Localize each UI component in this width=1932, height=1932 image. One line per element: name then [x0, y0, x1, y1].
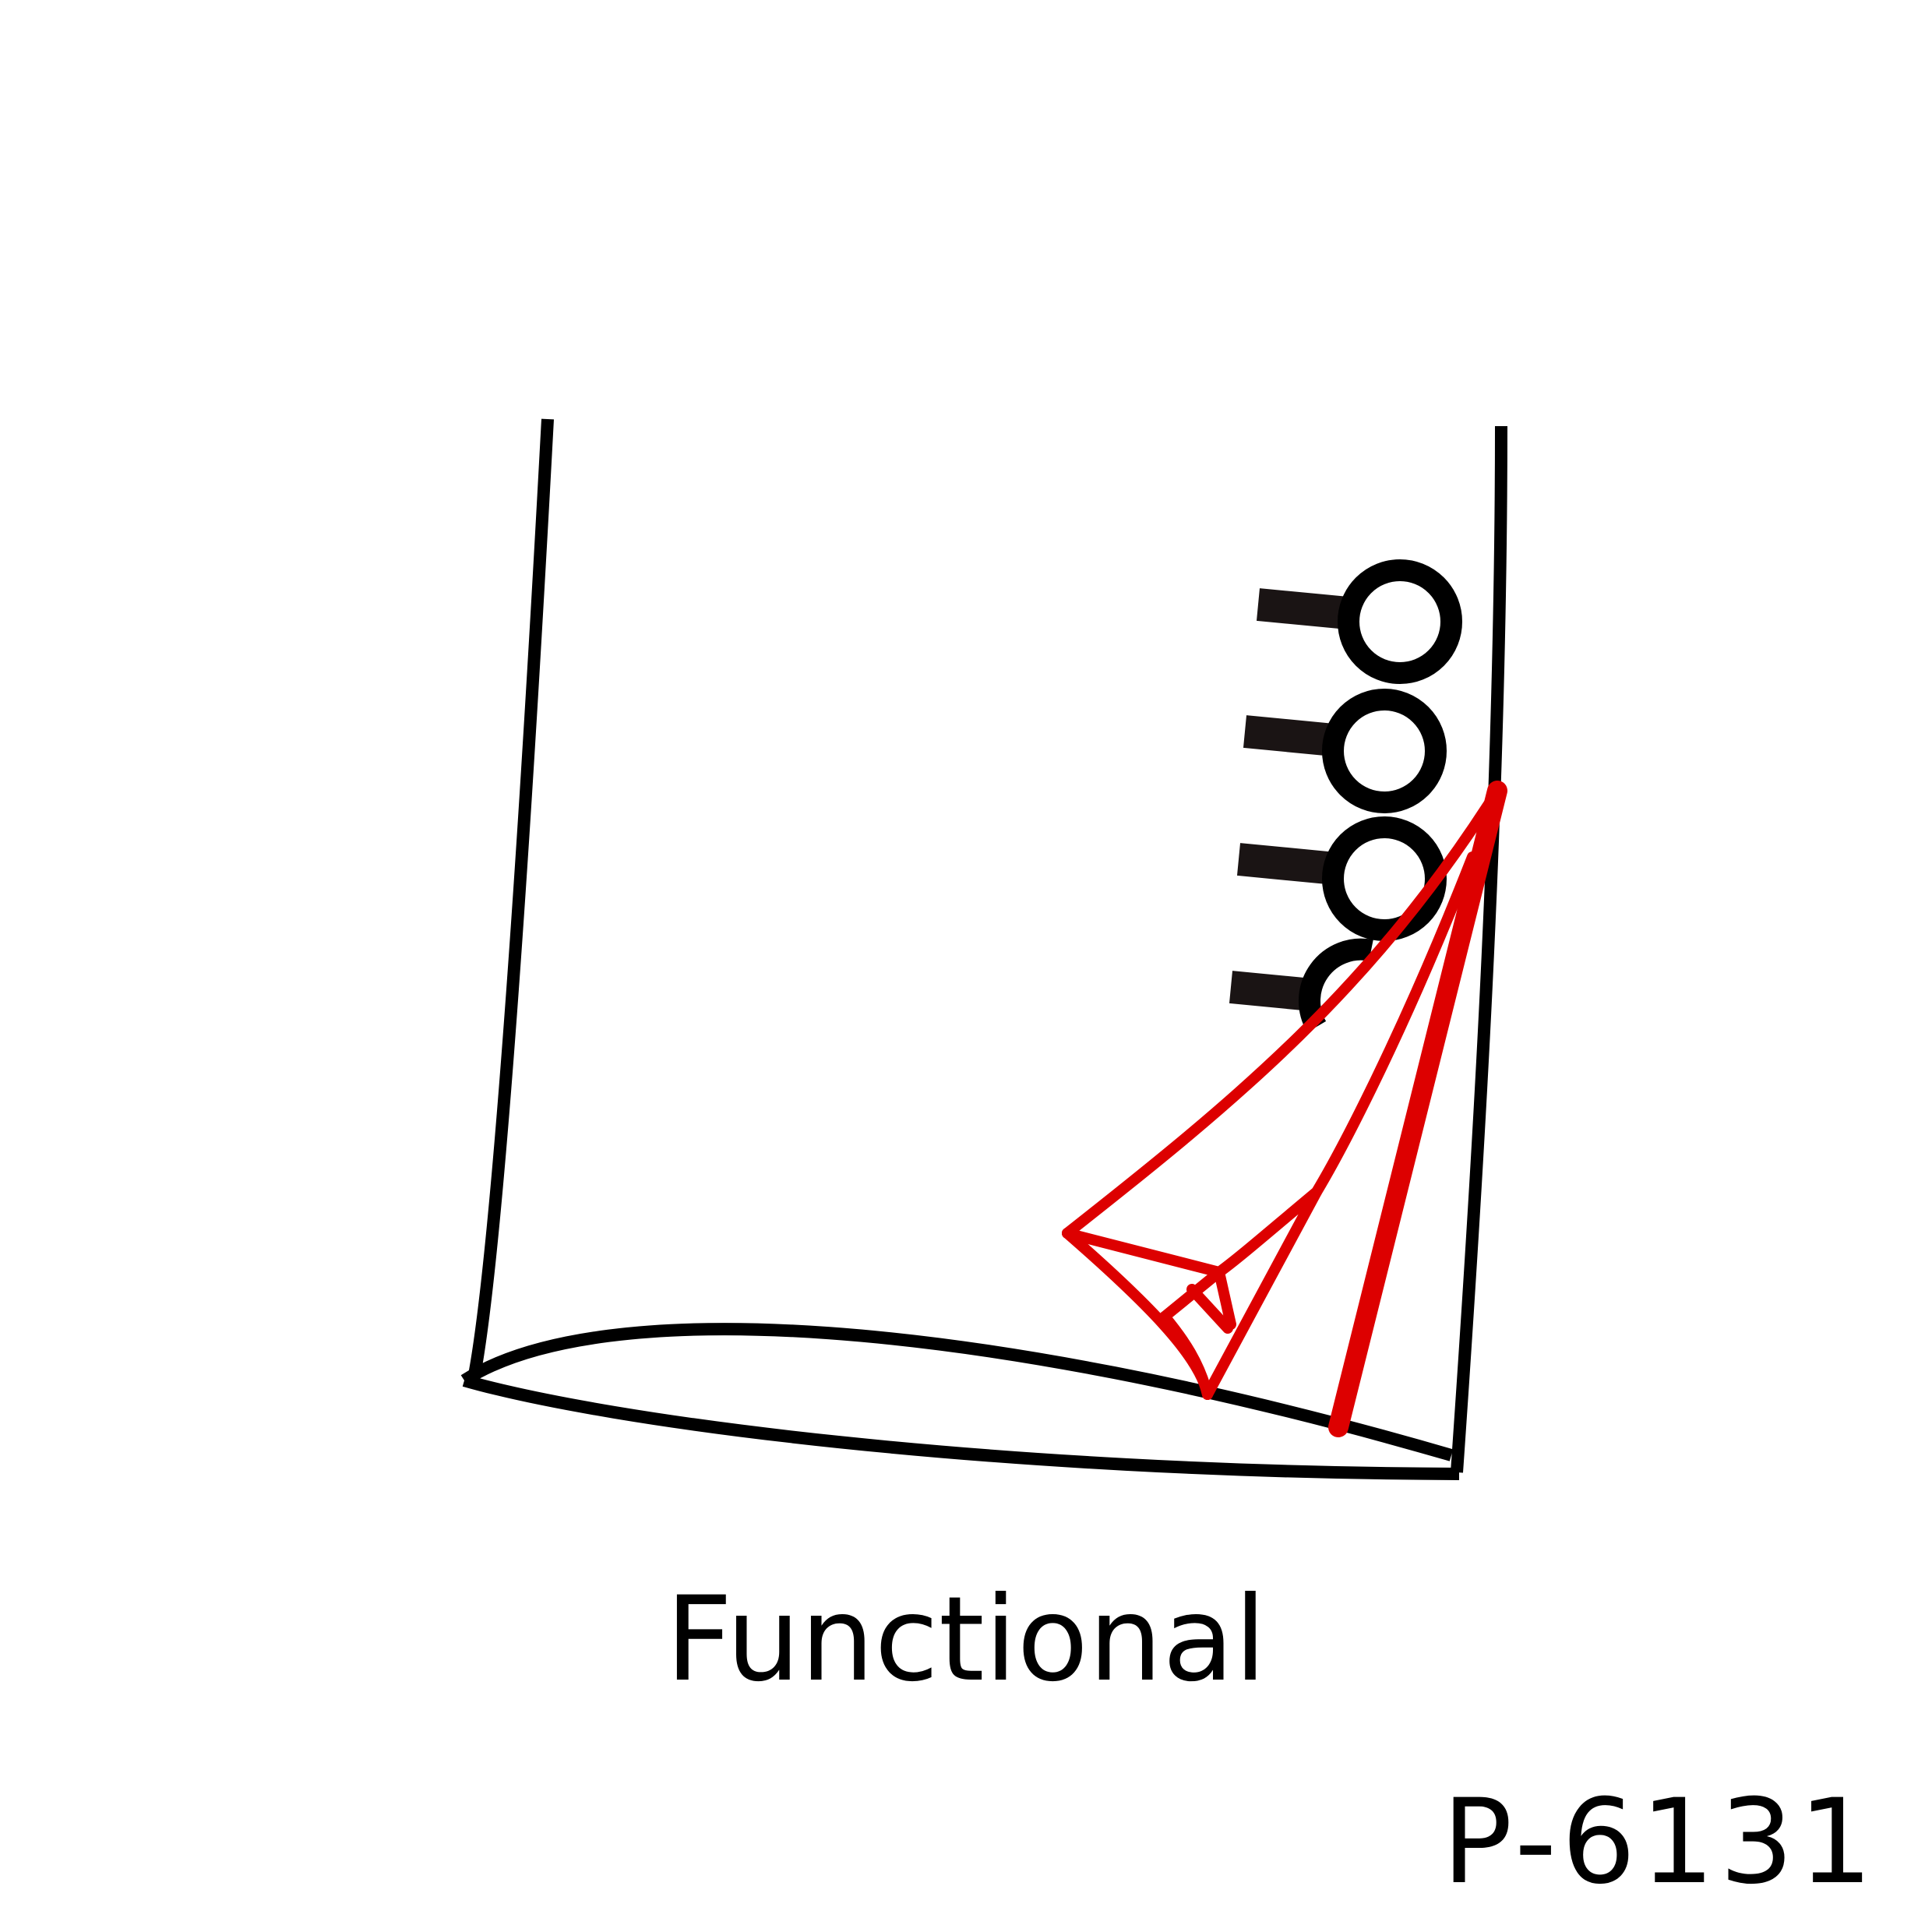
red-folded-corner-icon	[1062, 781, 1507, 1437]
sleeve-hem-front	[460, 1323, 1454, 1461]
sleeve-right-edge	[1451, 425, 1507, 1473]
buttonhole-slit-icon	[1236, 843, 1330, 884]
ring-button-icon	[1299, 938, 1373, 1033]
sleeve-hem-back	[462, 1374, 1460, 1480]
diagram-caption: Functional	[665, 1572, 1267, 1708]
buttonhole-slit-icon	[1243, 715, 1336, 756]
sleeve-left-edge	[467, 418, 554, 1384]
ring-button-icon	[1338, 559, 1462, 684]
ring-button-icon	[1322, 689, 1447, 813]
buttonhole-slit-icon	[1257, 588, 1349, 629]
product-code: P-6131	[1441, 1775, 1877, 1910]
ring-button-icon	[1322, 816, 1447, 941]
sleeve-outline	[460, 418, 1507, 1480]
buttonholes	[1229, 588, 1349, 1012]
